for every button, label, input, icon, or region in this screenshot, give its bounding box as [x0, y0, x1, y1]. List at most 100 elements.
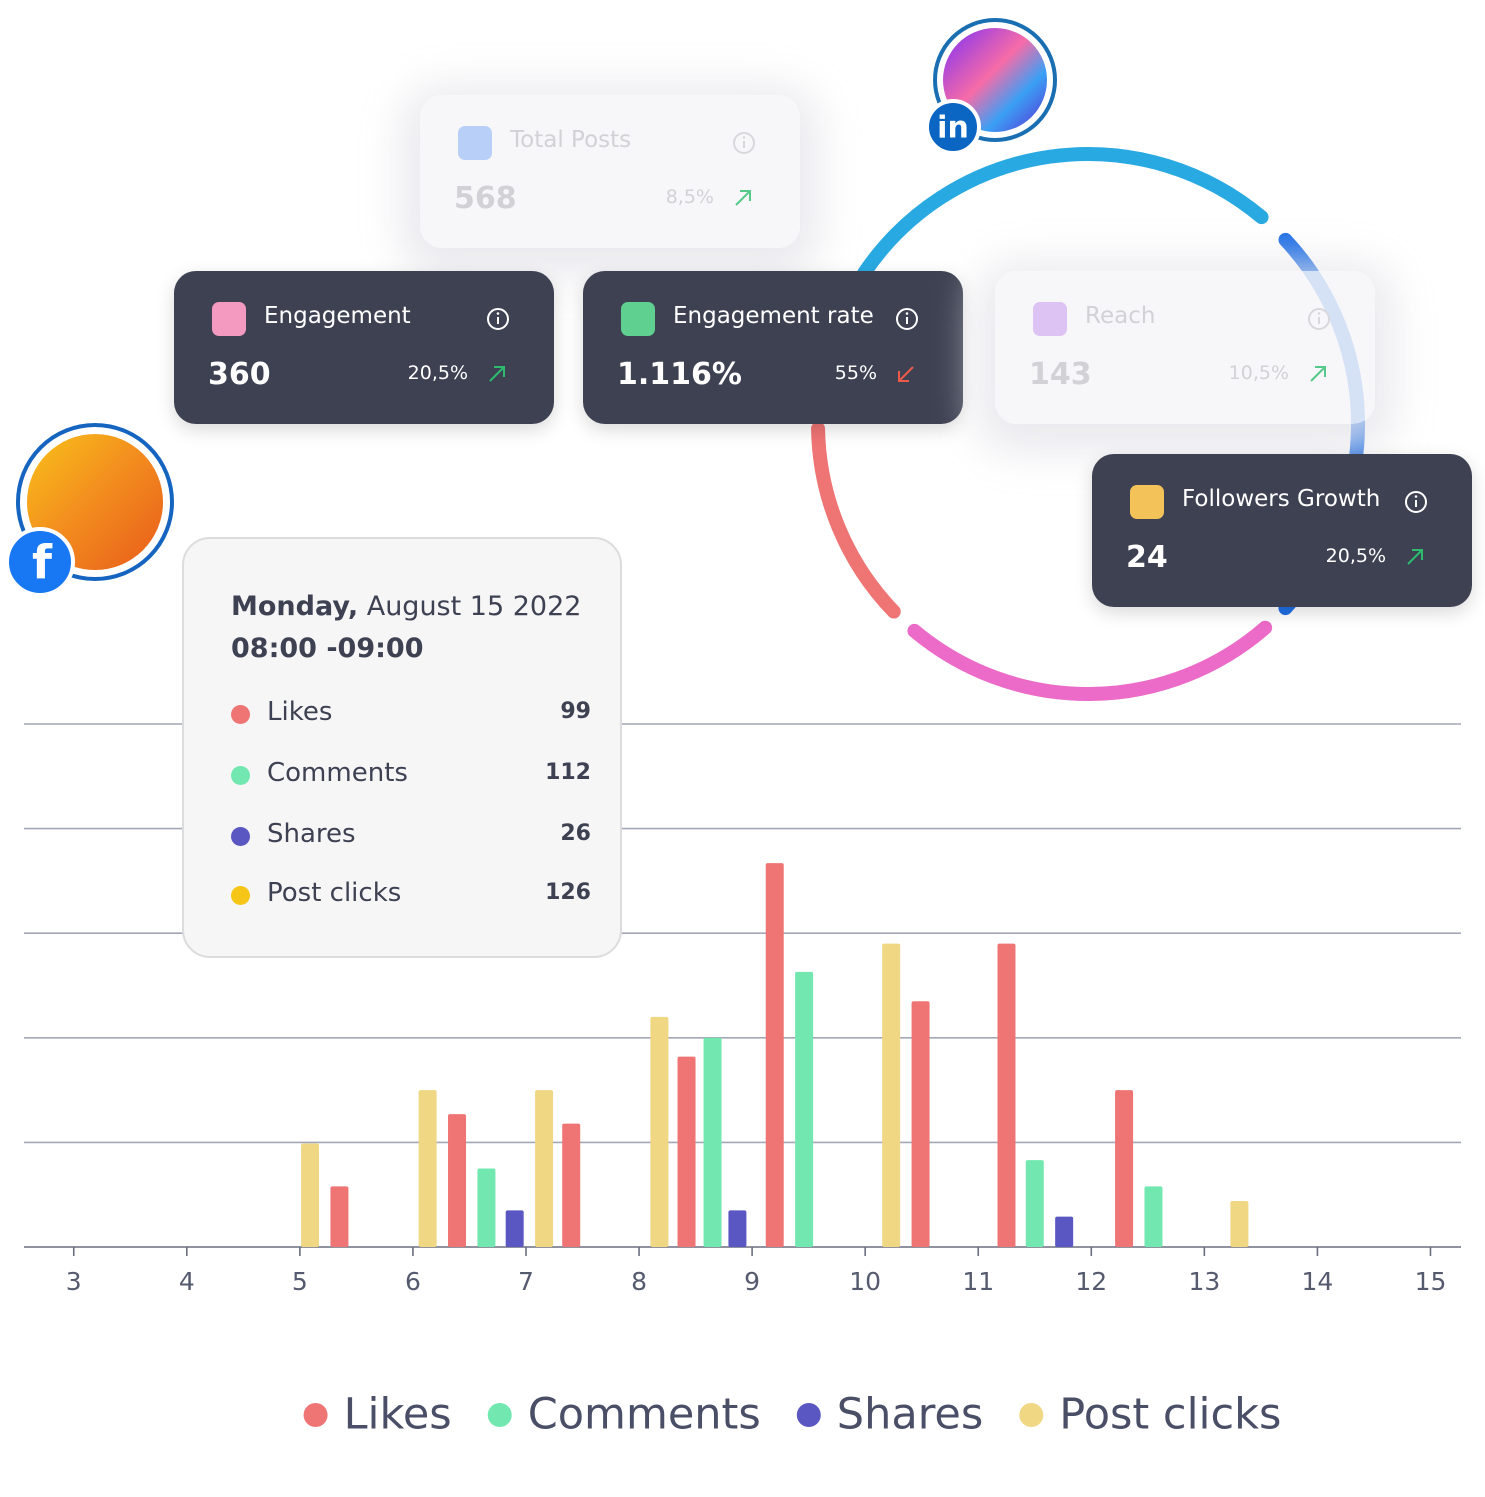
bar	[330, 1186, 349, 1247]
info-icon	[1308, 308, 1330, 330]
info-dot	[742, 136, 746, 139]
card-change: 20,5%	[1325, 545, 1386, 567]
trend-arrow	[735, 190, 751, 206]
card-title: Engagement rate	[673, 303, 874, 329]
x-tick-label: 8	[631, 1267, 647, 1296]
tooltip-item: Comments 112	[231, 758, 591, 794]
info-dot	[905, 312, 909, 315]
card-value: 1.116%	[617, 357, 742, 392]
bar	[911, 1001, 930, 1247]
card-value: 360	[208, 357, 271, 392]
trend-arrow	[898, 366, 914, 382]
tooltip-label: Shares	[267, 819, 356, 849]
info-icon	[733, 132, 755, 154]
tooltip-time: 08:00 -09:00	[231, 633, 424, 664]
card-title: Total Posts	[510, 127, 632, 153]
arrow-path	[735, 190, 751, 206]
tooltip-label: Likes	[267, 697, 333, 727]
x-tick-label: 3	[66, 1267, 82, 1296]
tooltip-value: 126	[545, 880, 591, 905]
bar	[301, 1143, 320, 1247]
legend-label: Post clicks	[1059, 1390, 1281, 1440]
linkedin-avatar: in	[925, 18, 1057, 155]
card-icon	[621, 302, 655, 336]
card-icon	[458, 126, 492, 160]
x-tick-label: 10	[849, 1267, 881, 1296]
bar	[728, 1210, 747, 1247]
tooltip-date: Monday, August 15 2022	[231, 591, 581, 622]
ring-decoration	[811, 147, 1366, 701]
bar	[1055, 1216, 1074, 1247]
bar	[997, 943, 1016, 1247]
card-icon	[1033, 302, 1067, 336]
bar	[703, 1037, 722, 1247]
card-change: 20,5%	[407, 362, 468, 384]
arrow-path	[1310, 366, 1326, 382]
bar	[477, 1168, 496, 1247]
ring-arc	[857, 147, 1269, 281]
legend-label: Comments	[528, 1390, 761, 1440]
trend-arrow	[1407, 549, 1423, 565]
card-title: Reach	[1085, 303, 1156, 329]
tooltip-value: 112	[545, 760, 591, 785]
facebook-avatar: f	[5, 423, 174, 597]
bar	[677, 1056, 696, 1247]
bar	[1025, 1160, 1044, 1247]
legend-dot	[303, 1403, 328, 1427]
tooltip-item: Post clicks 126	[231, 878, 591, 914]
info-circle	[733, 132, 755, 154]
x-tick-label: 5	[292, 1267, 308, 1296]
facebook-badge: f	[32, 536, 53, 590]
tooltip-value: 26	[560, 821, 591, 846]
card-icon	[1130, 485, 1164, 519]
info-circle	[896, 308, 918, 330]
bar	[562, 1123, 581, 1247]
card-title: Followers Growth	[1182, 486, 1381, 512]
trend-arrow	[489, 366, 505, 382]
info-dot	[1414, 495, 1418, 498]
card-value: 568	[454, 181, 517, 216]
bar	[1144, 1186, 1163, 1247]
legend-label: Shares	[837, 1390, 984, 1440]
x-tick-label: 15	[1415, 1267, 1447, 1296]
tooltip-label: Post clicks	[267, 878, 402, 908]
bar	[765, 863, 784, 1247]
metric-card: Engagement 360 20,5%	[174, 271, 554, 424]
linkedin-badge: in	[937, 111, 969, 146]
metric-card: Reach 143 10,5%	[995, 271, 1375, 424]
x-tick-label: 6	[405, 1267, 421, 1296]
info-icon	[1405, 491, 1427, 513]
tooltip-item: Likes 99	[231, 697, 591, 733]
x-tick-label: 14	[1302, 1267, 1334, 1296]
legend-label: Likes	[344, 1390, 452, 1440]
bar	[535, 1090, 554, 1247]
bar	[505, 1210, 524, 1247]
info-icon	[487, 308, 509, 330]
card-change: 8,5%	[665, 186, 714, 208]
tooltip: Monday, August 15 2022 08:00 -09:00 Like…	[182, 537, 622, 958]
info-circle	[1405, 491, 1427, 513]
info-icon	[896, 308, 918, 330]
x-tick-label: 12	[1075, 1267, 1107, 1296]
bar	[1115, 1090, 1134, 1247]
bar	[448, 1114, 467, 1247]
bar	[795, 971, 814, 1247]
bar	[1230, 1200, 1249, 1247]
trend-arrow	[1310, 366, 1326, 382]
legend-dot	[1019, 1403, 1044, 1427]
ring-arc	[907, 620, 1273, 701]
x-tick-label: 4	[179, 1267, 195, 1296]
info-circle	[487, 308, 509, 330]
tooltip-day: Monday,	[231, 591, 359, 622]
info-circle	[1308, 308, 1330, 330]
card-icon	[212, 302, 246, 336]
tooltip-item: Shares 26	[231, 819, 591, 855]
tooltip-dot	[231, 827, 250, 846]
tooltip-date-text: August 15 2022	[366, 591, 582, 622]
arrow-path	[489, 366, 505, 382]
x-tick-label: 11	[962, 1267, 994, 1296]
card-change: 55%	[834, 362, 877, 384]
x-tick-label: 9	[744, 1267, 760, 1296]
tooltip-label: Comments	[267, 758, 408, 788]
